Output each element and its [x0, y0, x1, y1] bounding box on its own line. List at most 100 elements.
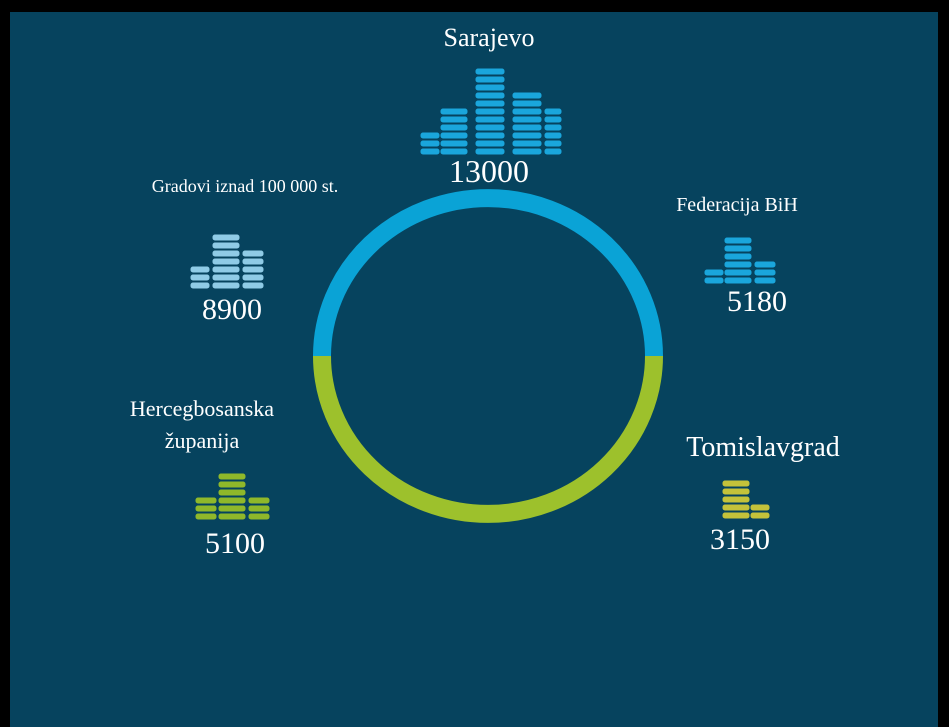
coin: [723, 260, 753, 269]
coin: [474, 139, 506, 148]
coin: [247, 512, 271, 521]
background: [10, 12, 938, 727]
coin: [439, 123, 469, 132]
coin: [474, 91, 506, 100]
coin-stack: [703, 236, 777, 285]
coin: [439, 131, 469, 140]
coin: [543, 115, 563, 124]
coin: [217, 488, 247, 497]
coin: [217, 504, 247, 513]
coin: [211, 273, 241, 282]
coin: [474, 131, 506, 140]
coin: [721, 511, 751, 520]
item-label: Sarajevo: [444, 23, 535, 52]
coin-stack: [419, 67, 563, 156]
coin: [474, 83, 506, 92]
coin: [439, 115, 469, 124]
coin: [189, 273, 211, 282]
coin: [241, 249, 265, 258]
item-value: 3150: [710, 523, 770, 556]
coin: [543, 147, 563, 156]
coin: [511, 91, 543, 100]
coin-stack: [194, 472, 271, 521]
coin: [753, 260, 777, 269]
item-label: županija: [165, 428, 240, 453]
coin: [474, 123, 506, 132]
coin-stack: [189, 233, 265, 290]
coin: [189, 281, 211, 290]
ring-top: [313, 189, 663, 357]
item-value: 8900: [202, 293, 262, 326]
coin: [217, 512, 247, 521]
item-label: Hercegbosanska: [130, 396, 274, 421]
coin: [439, 139, 469, 148]
coin: [241, 273, 265, 282]
coin: [211, 257, 241, 266]
coin: [217, 496, 247, 505]
item-value: 13000: [449, 153, 529, 189]
coin: [211, 233, 241, 242]
coin-stack: [721, 479, 771, 520]
coin: [703, 268, 725, 277]
coin: [474, 67, 506, 76]
coin: [211, 241, 241, 250]
coin: [474, 147, 506, 156]
item-value: 5180: [727, 285, 787, 318]
coin: [241, 281, 265, 290]
coin: [211, 249, 241, 258]
coin: [419, 131, 441, 140]
coin: [723, 252, 753, 261]
coin: [721, 479, 751, 488]
coin: [474, 75, 506, 84]
coin: [189, 265, 211, 274]
coin: [721, 495, 751, 504]
item-label: Gradovi iznad 100 000 st.: [152, 176, 338, 196]
coin: [721, 487, 751, 496]
coin: [543, 107, 563, 116]
item-value: 5100: [205, 527, 265, 560]
coin: [723, 244, 753, 253]
coin: [419, 147, 441, 156]
coin: [723, 276, 753, 285]
coin: [241, 265, 265, 274]
coin: [439, 107, 469, 116]
coin: [511, 131, 543, 140]
coin: [511, 147, 543, 156]
coin: [511, 107, 543, 116]
coin: [511, 99, 543, 108]
coin: [543, 123, 563, 132]
coin: [474, 115, 506, 124]
coin: [721, 503, 751, 512]
item-label: Federacija BiH: [676, 194, 798, 216]
coin: [543, 131, 563, 140]
coin: [247, 496, 271, 505]
coin: [419, 139, 441, 148]
coin: [194, 504, 218, 513]
coin: [474, 107, 506, 116]
coin: [511, 123, 543, 132]
coin: [749, 511, 771, 520]
coin: [543, 139, 563, 148]
coin: [753, 276, 777, 285]
coin: [211, 265, 241, 274]
coin: [749, 503, 771, 512]
coin: [703, 276, 725, 285]
coin: [247, 504, 271, 513]
coin: [194, 512, 218, 521]
coin: [474, 99, 506, 108]
coin: [211, 281, 241, 290]
coin: [723, 236, 753, 245]
coin: [217, 472, 247, 481]
coin: [217, 480, 247, 489]
coin: [439, 147, 469, 156]
item-label: Tomislavgrad: [686, 432, 840, 463]
coin: [511, 139, 543, 148]
coin: [511, 115, 543, 124]
coin: [241, 257, 265, 266]
coin: [723, 268, 753, 277]
coin: [194, 496, 218, 505]
coin: [753, 268, 777, 277]
ring-bottom: [313, 355, 663, 523]
